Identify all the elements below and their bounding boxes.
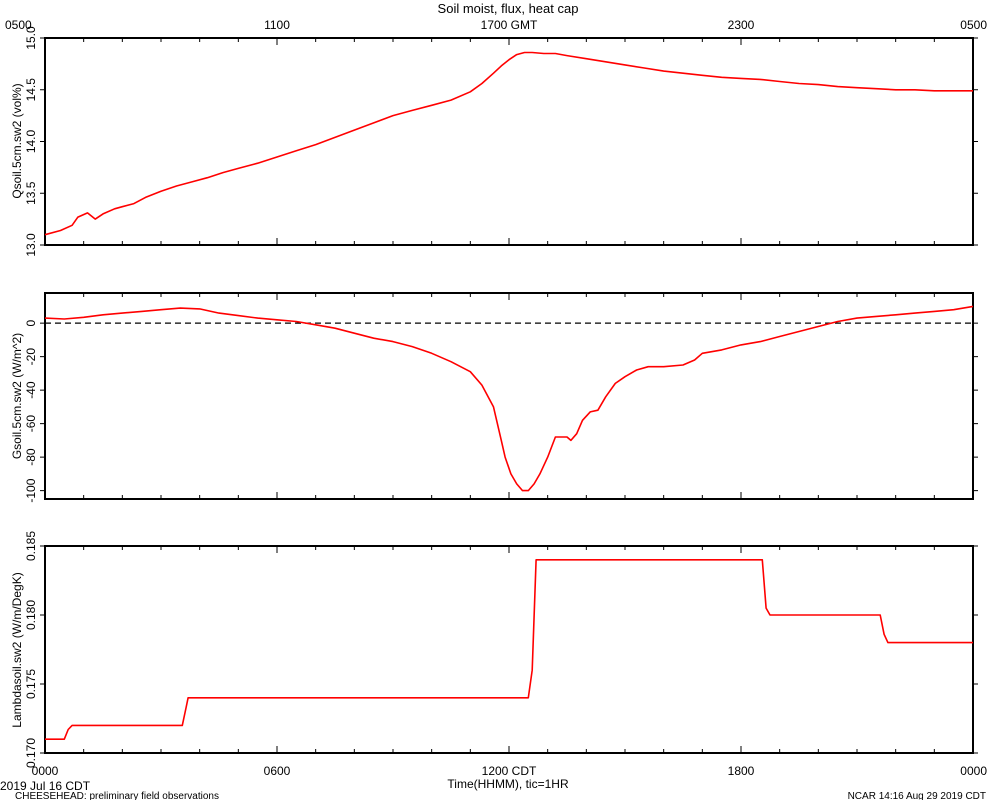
soil-heat-flux-series-line bbox=[44, 305, 974, 492]
start-date-label: 2019 Jul 16 CDT bbox=[0, 779, 91, 793]
bottom-axis-tick-label: 1200 CDT bbox=[482, 764, 537, 778]
soil-moisture-ticks bbox=[40, 37, 978, 246]
y-tick-label: 0 bbox=[24, 319, 38, 326]
y-tick-label: 0.175 bbox=[24, 669, 38, 699]
soil-moisture-y-tick-labels: 13.0 13.5 14.0 14.5 15.0 bbox=[24, 26, 38, 257]
bottom-axis-tick-label: 0000 bbox=[32, 764, 59, 778]
y-tick-label: -20 bbox=[24, 348, 38, 366]
soil-moisture-plot-frame bbox=[44, 37, 974, 246]
y-tick-label: 13.0 bbox=[24, 233, 38, 257]
top-axis-tick-label: 1100 bbox=[264, 18, 290, 32]
bottom-axis-tick-label: 0000 bbox=[960, 764, 987, 778]
soil-heat-flux-panel: -100 -80 -60 -40 -20 0 Gsoil.5cm.sw2 (W/m^2) bbox=[10, 292, 978, 503]
soil-moisture-series-line bbox=[44, 51, 973, 236]
project-note: CHEESEHEAD: preliminary field observatio… bbox=[15, 791, 219, 800]
x-axis-label: Time(HHMM), tic=1HR bbox=[447, 777, 569, 791]
y-tick-label: -100 bbox=[24, 478, 38, 502]
y-tick-label: -80 bbox=[24, 448, 38, 466]
top-axis-tick-label: 1700 GMT bbox=[481, 18, 538, 32]
thermal-conductivity-y-tick-labels: 0.170 0.175 0.180 0.185 bbox=[24, 531, 38, 768]
thermal-conductivity-panel: 0.170 0.175 0.180 0.185 Lambdasoil.sw2 (W/m… bbox=[10, 531, 978, 768]
soil-heat-flux-ticks bbox=[40, 293, 978, 499]
thermal-conductivity-ticks bbox=[40, 545, 978, 754]
top-axis-tick-label: 0500 bbox=[960, 18, 987, 32]
soil-heat-flux-y-tick-labels: -100 -80 -60 -40 -20 0 bbox=[24, 319, 38, 502]
bottom-axis-tick-label: 1800 bbox=[728, 764, 755, 778]
y-tick-label: -40 bbox=[24, 381, 38, 399]
y-tick-label: 13.5 bbox=[24, 181, 38, 205]
thermal-conductivity-series-line bbox=[45, 559, 973, 740]
y-tick-label: 14.5 bbox=[24, 78, 38, 102]
soil-heat-flux-y-axis-label: Gsoil.5cm.sw2 (W/m^2) bbox=[10, 333, 24, 459]
figure-title: Soil moist, flux, heat cap bbox=[438, 1, 579, 16]
soil-moisture-panel: 13.0 13.5 14.0 14.5 15.0 Qsoil.5cm.sw2 (vol%… bbox=[10, 26, 978, 257]
y-tick-label: 0.180 bbox=[24, 600, 38, 630]
y-tick-label: 15.0 bbox=[24, 26, 38, 50]
bottom-time-axis: 0000 0600 1200 CDT 1800 0000 bbox=[32, 764, 988, 778]
soil-moisture-y-axis-label: Qsoil.5cm.sw2 (vol%) bbox=[10, 83, 24, 198]
top-time-axis: 0500 1100 1700 GMT 2300 0500 bbox=[5, 18, 987, 32]
generation-stamp: NCAR 14:16 Aug 29 2019 CDT bbox=[848, 791, 986, 800]
thermal-conductivity-y-axis-label: Lambdasoil.sw2 (W/m/DegK) bbox=[10, 572, 24, 727]
bottom-axis-tick-label: 0600 bbox=[264, 764, 291, 778]
y-tick-label: -60 bbox=[24, 415, 38, 433]
thermal-conductivity-plot-frame bbox=[44, 545, 974, 754]
top-axis-tick-label: 0500 bbox=[5, 18, 32, 32]
y-tick-label: 0.185 bbox=[24, 531, 38, 561]
y-tick-label: 14.0 bbox=[24, 129, 38, 153]
y-tick-label: 0.170 bbox=[24, 738, 38, 768]
top-axis-tick-label: 2300 bbox=[728, 18, 755, 32]
